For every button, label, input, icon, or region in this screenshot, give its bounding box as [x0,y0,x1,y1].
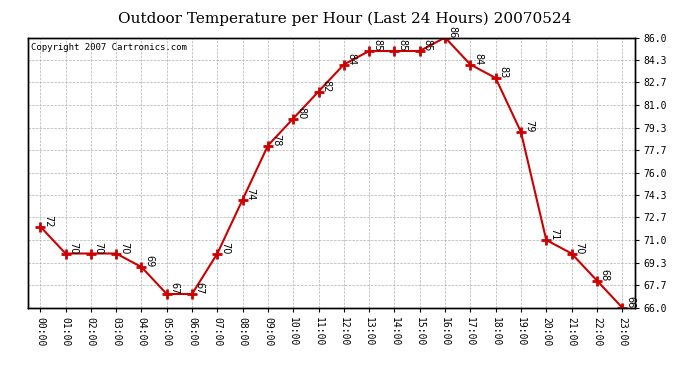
Text: 80: 80 [296,107,306,119]
Text: 70: 70 [94,242,104,254]
Text: 85: 85 [397,39,407,52]
Text: 83: 83 [498,66,509,79]
Text: 78: 78 [270,134,281,146]
Text: 72: 72 [43,215,53,227]
Text: 70: 70 [68,242,79,254]
Text: 70: 70 [220,242,230,254]
Text: 69: 69 [144,255,155,268]
Text: 85: 85 [422,39,433,52]
Text: 84: 84 [346,53,357,65]
Text: 82: 82 [322,80,331,92]
Text: 67: 67 [195,282,205,295]
Text: Copyright 2007 Cartronics.com: Copyright 2007 Cartronics.com [30,43,186,52]
Text: 70: 70 [119,242,129,254]
Text: 71: 71 [549,228,559,241]
Text: 74: 74 [246,188,255,200]
Text: 67: 67 [170,282,179,295]
Text: 68: 68 [600,269,610,281]
Text: 86: 86 [448,26,458,38]
Text: 79: 79 [524,120,534,133]
Text: 66: 66 [625,296,635,308]
Text: 85: 85 [372,39,382,52]
Text: 70: 70 [574,242,584,254]
Text: 84: 84 [473,53,483,65]
Text: Outdoor Temperature per Hour (Last 24 Hours) 20070524: Outdoor Temperature per Hour (Last 24 Ho… [118,11,572,26]
